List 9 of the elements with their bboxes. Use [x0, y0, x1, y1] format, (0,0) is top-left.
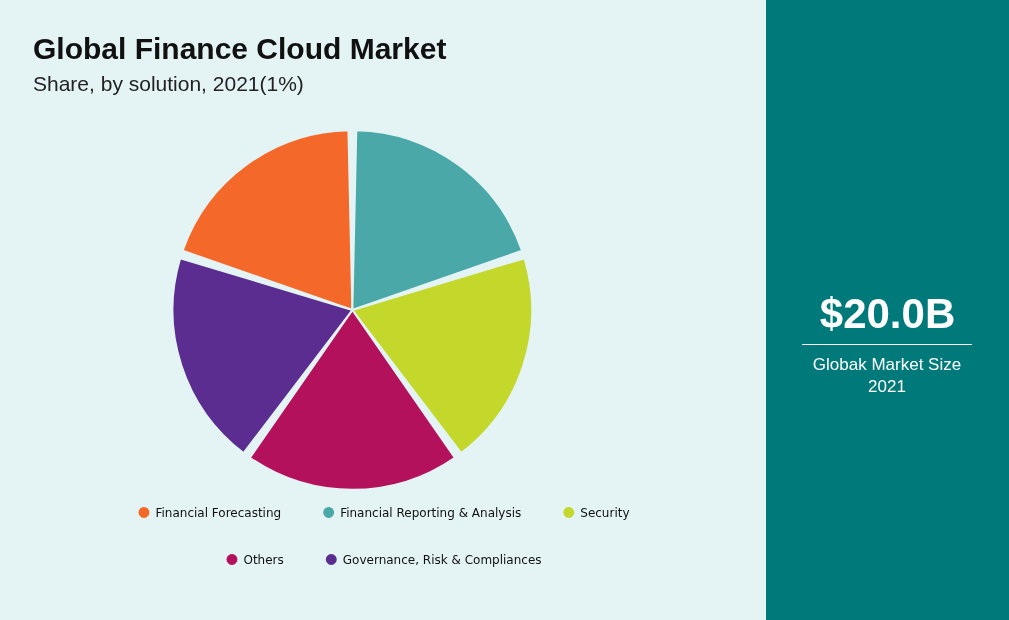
legend-label: Security: [580, 505, 630, 520]
legend-label: Financial Forecasting: [155, 505, 282, 520]
legend-label: Others: [243, 552, 284, 567]
text: $20.0B: [818, 290, 957, 338]
text: Globak Market Size 2021: [812, 354, 962, 398]
legend-label: Financial Reporting & Analysis: [340, 505, 522, 520]
chart-title: Global Finance Cloud Market: [33, 31, 447, 65]
chart-subtitle: Share, by solution, 2021(1%): [33, 72, 304, 95]
legend-label: Governance, Risk & Compliances: [342, 552, 542, 567]
